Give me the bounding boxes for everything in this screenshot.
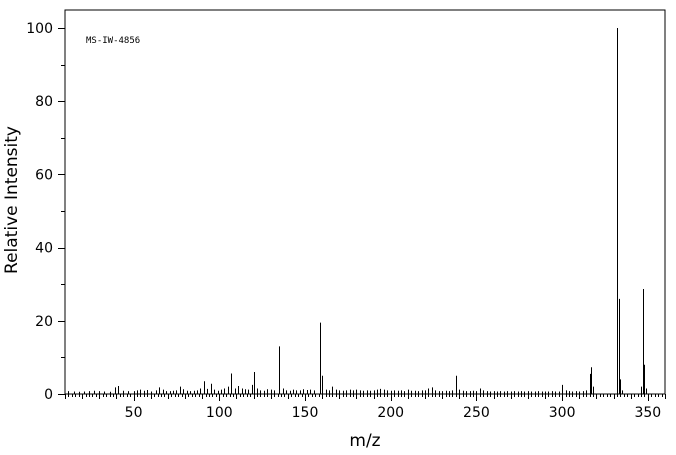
y-tick-label: 60 xyxy=(35,167,53,183)
spectrum-id-annotation: MS-IW-4856 xyxy=(86,36,140,46)
x-axis-label: m/z xyxy=(349,431,380,451)
x-tick-label: 350 xyxy=(634,405,661,421)
y-axis-label: Relative Intensity xyxy=(2,126,22,274)
x-tick-label: 300 xyxy=(549,405,576,421)
plot-frame xyxy=(64,9,666,395)
x-tick-label: 100 xyxy=(206,405,233,421)
x-tick-label: 50 xyxy=(125,405,143,421)
x-axis: 50 100 150 200 250 300 350 xyxy=(65,394,666,421)
x-tick-label: 150 xyxy=(292,405,319,421)
y-tick-label: 0 xyxy=(44,387,53,403)
x-tick-label: 200 xyxy=(377,405,404,421)
y-tick-label: 40 xyxy=(35,241,53,257)
y-tick-label: 100 xyxy=(26,21,53,37)
y-tick-label: 20 xyxy=(35,314,53,330)
y-tick-label: 80 xyxy=(35,94,53,110)
x-tick-label: 250 xyxy=(463,405,490,421)
peaks-layer xyxy=(68,28,647,394)
y-axis: 0 20 40 60 80 100 xyxy=(26,21,65,403)
